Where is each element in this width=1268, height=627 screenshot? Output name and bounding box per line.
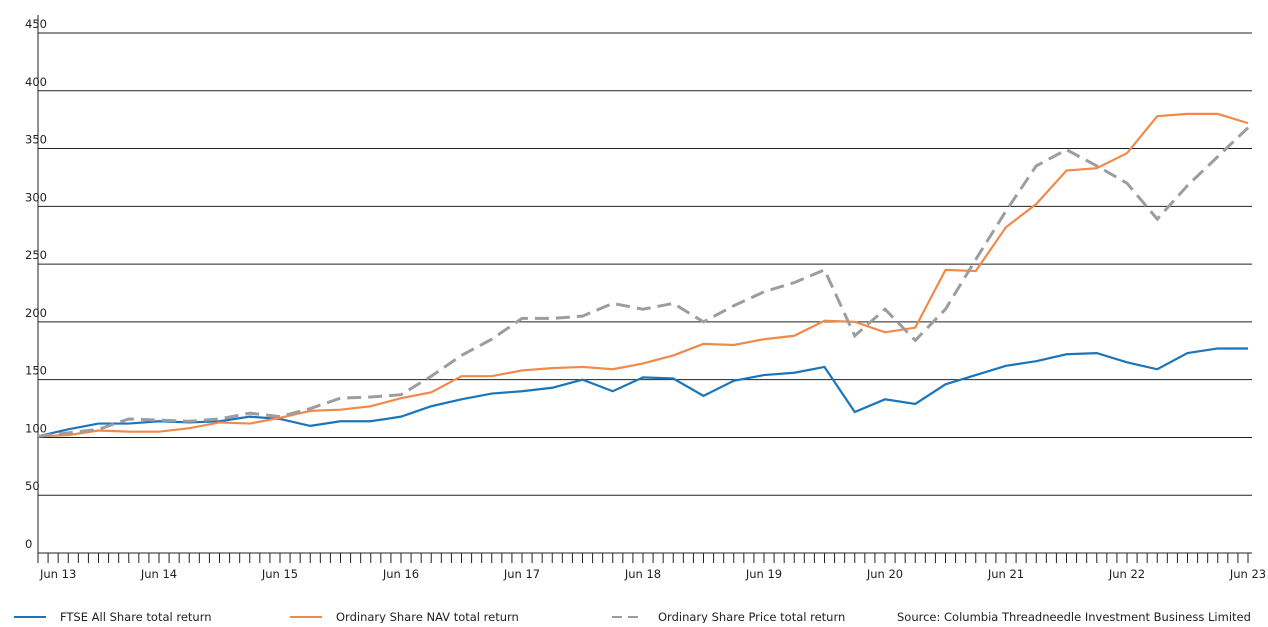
x-tick-label: Jun 20 (866, 567, 903, 581)
y-tick-label: 300 (25, 190, 47, 204)
legend-label: Ordinary Share NAV total return (336, 610, 519, 623)
y-tick-label: 0 (25, 537, 32, 551)
series-line (37, 112, 1249, 438)
y-tick-label: 350 (25, 133, 47, 147)
legend-label: Ordinary Share Price total return (658, 610, 845, 623)
y-tick-label: 150 (25, 364, 47, 378)
legend-label: FTSE All Share total return (60, 610, 212, 623)
x-tick-label: Jun 16 (382, 567, 419, 581)
x-tick-label: Jun 19 (745, 567, 782, 581)
y-tick-label: 100 (25, 421, 47, 435)
y-tick-label: 250 (25, 248, 47, 262)
x-tick-label: Jun 18 (624, 567, 661, 581)
series-line (37, 347, 1248, 438)
series-line (37, 126, 1250, 438)
y-tick-label: 400 (25, 75, 47, 89)
y-tick-label: 50 (25, 479, 40, 493)
x-tick-label: Jun 23 (1229, 567, 1266, 581)
y-tick-label: 200 (25, 306, 47, 320)
x-tick-label: Jun 17 (503, 567, 540, 581)
x-tick-label: Jun 15 (261, 567, 298, 581)
x-tick-label: Jun 21 (987, 567, 1024, 581)
x-tick-label: Jun 22 (1108, 567, 1145, 581)
x-tick-label: Jun 13 (39, 567, 76, 581)
source-note: Source: Columbia Threadneedle Investment… (897, 610, 1251, 623)
x-tick-label: Jun 14 (140, 567, 177, 581)
y-tick-label: 450 (25, 17, 47, 31)
